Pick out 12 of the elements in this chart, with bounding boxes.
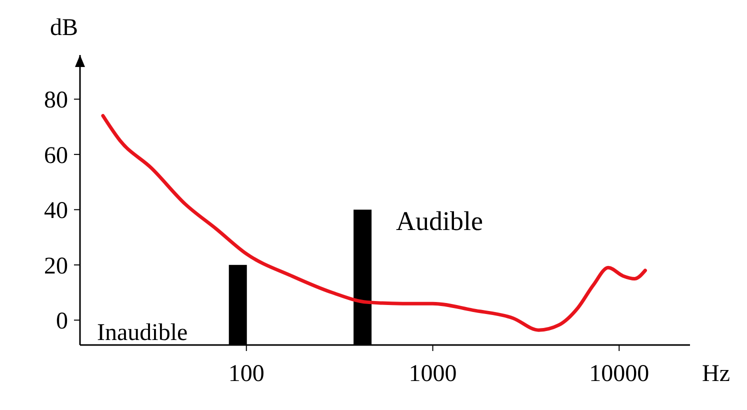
y-axis-title: dB — [50, 15, 78, 41]
y-tick-label: 60 — [44, 142, 68, 169]
x-axis-title: Hz — [702, 361, 730, 387]
annotation: Inaudible — [97, 320, 188, 346]
x-tick-label: 1000 — [408, 361, 457, 387]
x-tick-label: 100 — [228, 361, 264, 387]
y-tick-label: 0 — [56, 308, 68, 335]
y-tick-label: 20 — [44, 253, 68, 280]
y-tick-label: 40 — [44, 198, 68, 224]
y-tick-label: 80 — [44, 88, 68, 114]
x-tick-label: 10000 — [589, 361, 650, 387]
annotation: Audible — [396, 206, 483, 236]
